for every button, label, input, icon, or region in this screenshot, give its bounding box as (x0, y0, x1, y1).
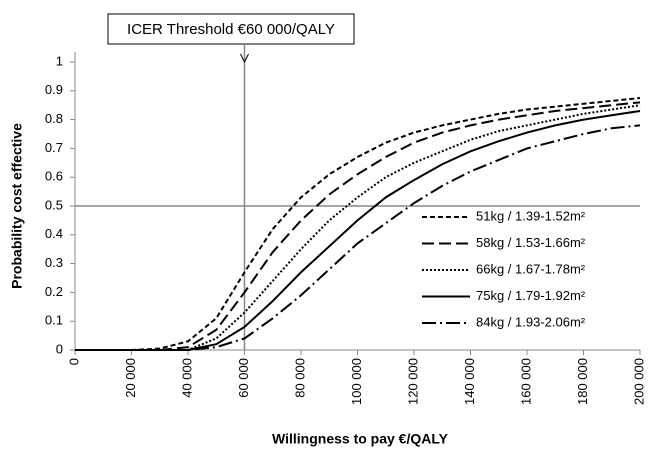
x-tick-label: 160 000 (518, 358, 533, 405)
y-tick-label: 1 (56, 53, 63, 68)
x-tick-label: 140 000 (462, 358, 477, 405)
x-tick-label: 80 000 (292, 358, 307, 398)
y-tick-label: 0 (56, 341, 63, 356)
annotation: ICER Threshold €60 000/QALY (127, 21, 335, 38)
threshold-arrow (240, 53, 249, 64)
x-tick-label: 120 000 (405, 358, 420, 405)
legend-label: 75kg / 1.79-1.92m² (476, 288, 586, 303)
y-tick-label: 0.7 (45, 140, 63, 155)
x-axis-title: Willingness to pay €/QALY (272, 431, 449, 447)
y-tick-label: 0.9 (45, 82, 63, 97)
series-line (75, 124, 641, 351)
x-tick-label: 200 000 (631, 358, 646, 405)
x-tick-label: 0 (66, 358, 81, 365)
legend-label: 58kg / 1.53-1.66m² (476, 235, 586, 250)
y-tick-label: 0.1 (45, 313, 63, 328)
x-tick-label: 180 000 (575, 358, 590, 405)
y-tick-label: 0.3 (45, 255, 63, 270)
x-tick-label: 60 000 (236, 358, 251, 398)
y-tick-label: 0.6 (45, 169, 63, 184)
y-tick-label: 0.4 (45, 226, 63, 241)
series-line (75, 101, 641, 351)
y-tick-label: 0.2 (45, 284, 63, 299)
legend-label: 84kg / 1.93-2.06m² (476, 314, 586, 329)
y-tick-label: 0.5 (45, 197, 63, 212)
series-line (75, 109, 641, 351)
y-tick-label: 0.8 (45, 111, 63, 126)
x-tick-label: 20 000 (123, 358, 138, 398)
legend-label: 51kg / 1.39-1.52m² (476, 208, 586, 223)
series-line (75, 97, 641, 351)
y-axis-title: Probability cost effective (9, 123, 25, 289)
annotation-box (107, 13, 355, 45)
x-tick-label: 100 000 (349, 358, 364, 405)
x-tick-label: 40 000 (179, 358, 194, 398)
legend-label: 66kg / 1.67-1.78m² (476, 261, 586, 276)
series-line (75, 104, 641, 351)
